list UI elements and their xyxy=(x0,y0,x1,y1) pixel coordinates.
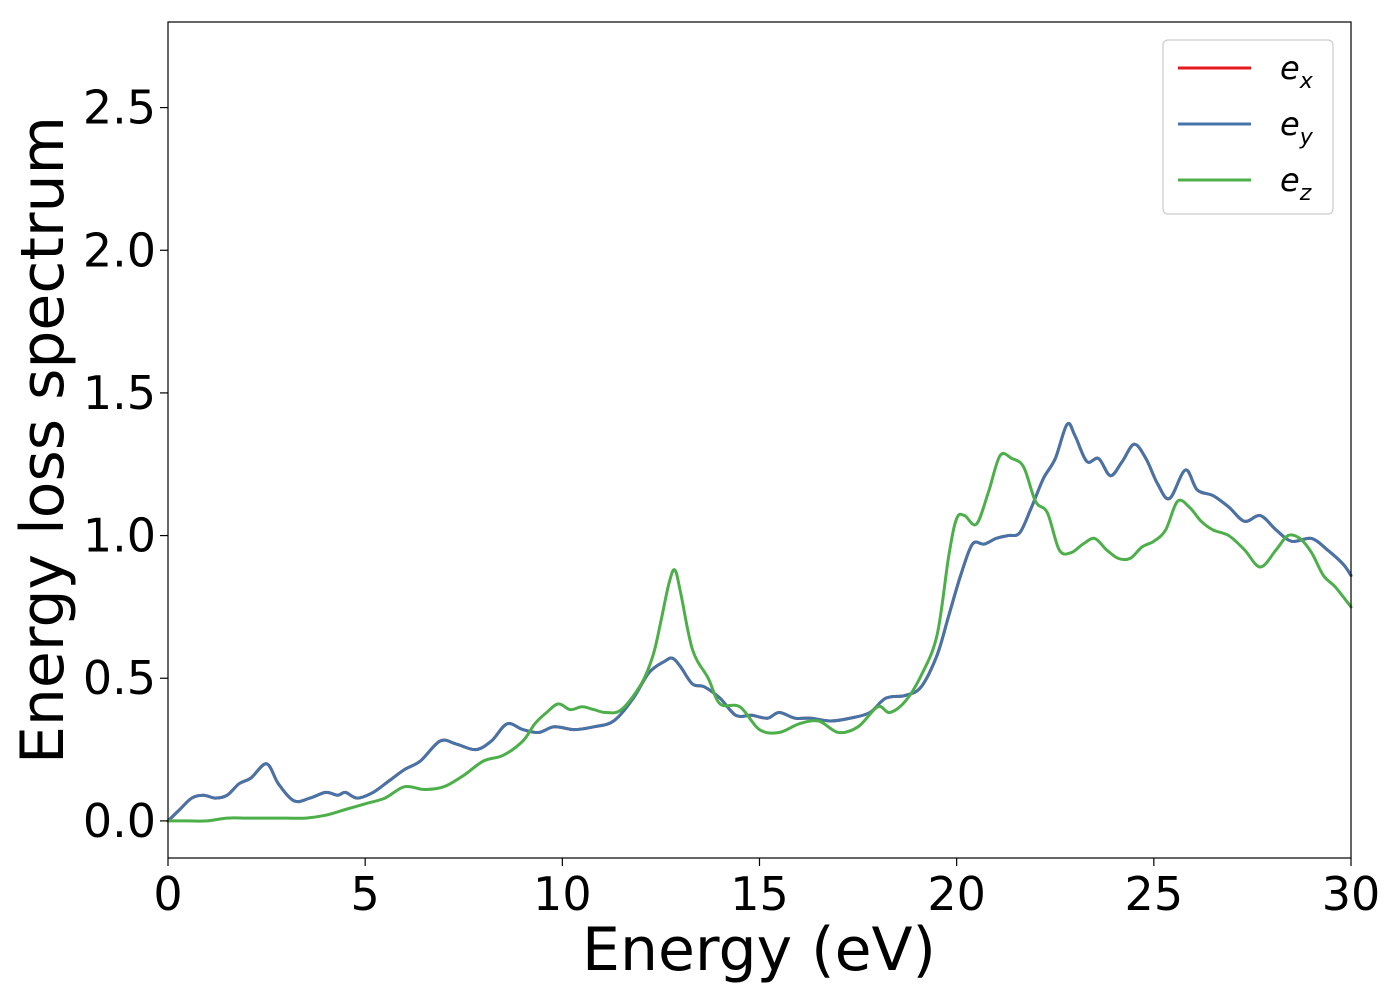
x-tick-label: 25 xyxy=(1125,867,1184,921)
x-tick-label: 20 xyxy=(927,867,986,921)
y-tick-label: 2.5 xyxy=(83,81,156,135)
y-axis-label: Energy loss spectrum xyxy=(8,116,78,764)
y-tick-label: 1.0 xyxy=(83,509,156,563)
y-tick-label: 0.5 xyxy=(83,651,156,705)
x-tick-label: 5 xyxy=(351,867,380,921)
y-axis: 0.0 0.5 1.0 1.5 2.0 2.5 xyxy=(83,81,168,848)
y-tick-label: 0.0 xyxy=(83,794,156,848)
x-tick-label: 0 xyxy=(153,867,182,921)
series-line-z xyxy=(166,451,1353,823)
x-tick-label: 10 xyxy=(533,867,592,921)
y-tick-label: 2.0 xyxy=(83,223,156,277)
x-tick-label: 15 xyxy=(730,867,789,921)
series-line-y xyxy=(166,421,1353,823)
x-axis: 0 5 10 15 20 25 30 xyxy=(153,858,1380,921)
y-tick-label: 1.5 xyxy=(83,366,156,420)
legend-frame xyxy=(1162,39,1334,215)
x-tick-label: 30 xyxy=(1322,867,1381,921)
x-axis-label: Energy (eV) xyxy=(582,915,936,985)
series-layer xyxy=(166,421,1353,823)
plot-background xyxy=(168,22,1351,858)
